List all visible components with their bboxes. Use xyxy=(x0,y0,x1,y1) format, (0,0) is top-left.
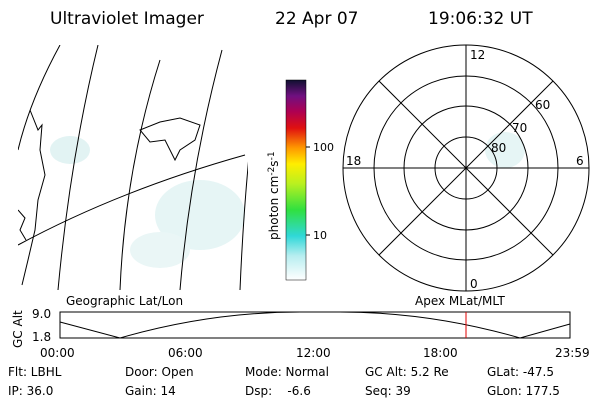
map xyxy=(18,45,248,290)
colorbar-tick-label: 100 xyxy=(313,141,334,154)
timeline-ytick-label: 9.0 xyxy=(32,307,51,321)
timeline-frame xyxy=(59,311,571,339)
unit: photon cm xyxy=(267,176,281,240)
title: Ultraviolet Imager xyxy=(50,9,204,29)
exponent: -2 xyxy=(267,167,277,176)
status-item: Mode: Normal xyxy=(245,365,329,379)
aurora-patch xyxy=(50,136,90,164)
timeline-axis-label: GC Alt xyxy=(11,310,25,348)
meridian xyxy=(18,45,61,151)
timeline-left-label: Geographic Lat/Lon xyxy=(66,294,183,308)
timeline-xtick-label: 18:00 xyxy=(423,346,458,360)
status-item: GLat: -47.5 xyxy=(487,365,554,379)
status-item: Door: Open xyxy=(125,365,194,379)
timeline-xtick-label: 23:59 xyxy=(555,346,590,360)
timeline-xtick-label: 06:00 xyxy=(168,346,203,360)
mlt-line xyxy=(378,80,554,256)
timeline-xtick-label: 12:00 xyxy=(296,346,331,360)
colorbar-tick-label: 10 xyxy=(313,229,327,242)
colorbar xyxy=(285,79,307,281)
footer: Flt: LBHL Door: Open Mode: Normal GC Alt… xyxy=(8,365,560,398)
timeline-right-label: Apex MLat/MLT xyxy=(415,294,505,308)
coastline xyxy=(18,209,27,241)
lat-label: 70 xyxy=(512,121,527,135)
meridian xyxy=(57,45,99,290)
meridian xyxy=(239,161,248,290)
status-item: Gain: 14 xyxy=(125,384,176,398)
coastline xyxy=(139,117,201,162)
polar-plot: 12 18 6 0 60 70 80 xyxy=(342,44,590,292)
mlt-label: 6 xyxy=(576,154,584,168)
mlt-label: 18 xyxy=(346,154,361,168)
meridian xyxy=(119,59,161,290)
coastline xyxy=(21,109,46,286)
status-item: IP: 36.0 xyxy=(8,384,53,398)
parallel xyxy=(18,154,246,246)
aurora-patch xyxy=(130,232,190,268)
colorbar-label: photon cm-2s-1 xyxy=(267,151,281,240)
time: 19:06:32 UT xyxy=(428,9,533,29)
timeline-xtick-label: 00:00 xyxy=(40,346,75,360)
status-item: GLon: 177.5 xyxy=(487,384,560,398)
exponent: -1 xyxy=(267,151,277,160)
lat-label: 80 xyxy=(491,141,506,155)
altitude-curve xyxy=(59,311,571,339)
timeline: Geographic Lat/Lon Apex MLat/MLT GC Alt … xyxy=(11,294,590,360)
mlt-label: 12 xyxy=(470,48,485,62)
lat-label: 60 xyxy=(535,98,550,112)
timeline-ytick-label: 1.8 xyxy=(32,330,51,344)
unit: s xyxy=(267,160,281,166)
aurora-patch xyxy=(155,180,245,250)
status-item: Seq: 39 xyxy=(365,384,411,398)
status-item: Flt: LBHL xyxy=(8,365,62,379)
status-item: GC Alt: 5.2 Re xyxy=(365,365,449,379)
aurora-patch xyxy=(485,132,525,168)
date: 22 Apr 07 xyxy=(275,9,358,29)
mlt-label: 0 xyxy=(470,277,478,291)
status-item: Dsp: -6.6 xyxy=(245,384,311,398)
